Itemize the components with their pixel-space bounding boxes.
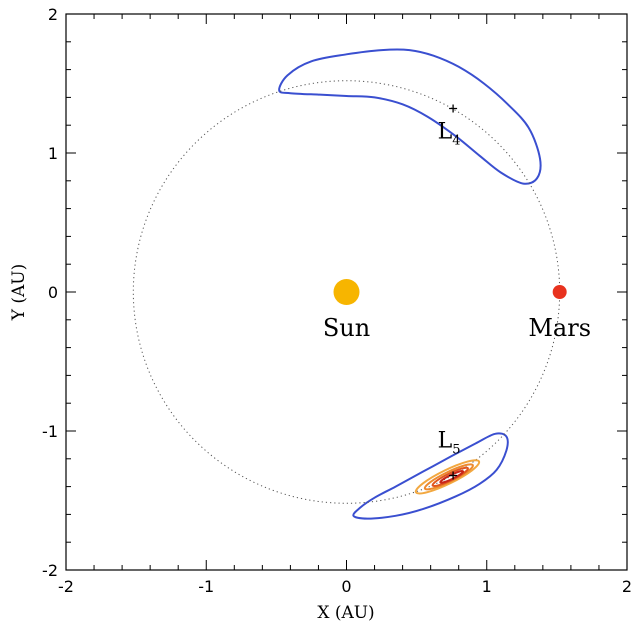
x-axis-label: X (AU) (317, 603, 374, 622)
sun-label: Sun (323, 314, 370, 342)
y-tick-label: 1 (48, 144, 58, 163)
x-tick-label: 0 (341, 577, 351, 596)
y-tick-label: -2 (42, 561, 58, 580)
stability-regions (278, 48, 542, 520)
l5-label: L5 (438, 428, 461, 457)
stability-region-2 (352, 432, 509, 520)
lagrange-points: L4 L5 (438, 104, 461, 480)
x-tick-label: -1 (198, 577, 214, 596)
y-tick-label: -1 (42, 422, 58, 441)
l4-marker (449, 104, 458, 113)
y-tick-label: 2 (48, 5, 58, 24)
y-axis-label: Y (AU) (9, 264, 29, 322)
x-tick-label: 2 (622, 577, 631, 596)
stability-region-1 (278, 48, 542, 185)
l4-label: L4 (438, 120, 461, 149)
x-tick-label: 1 (482, 577, 492, 596)
axes: -2 -1 0 1 2 -2 -1 0 1 2 (42, 5, 631, 596)
y-tick-label: 0 (48, 283, 58, 302)
mars-marker (552, 285, 567, 299)
bodies: Sun Mars (323, 279, 591, 342)
x-tick-label: -2 (58, 577, 74, 596)
l5-contours (414, 459, 481, 495)
contour-1 (414, 459, 481, 495)
sun-marker (333, 279, 360, 305)
l5-marker (449, 471, 458, 480)
mars-label: Mars (528, 314, 591, 342)
